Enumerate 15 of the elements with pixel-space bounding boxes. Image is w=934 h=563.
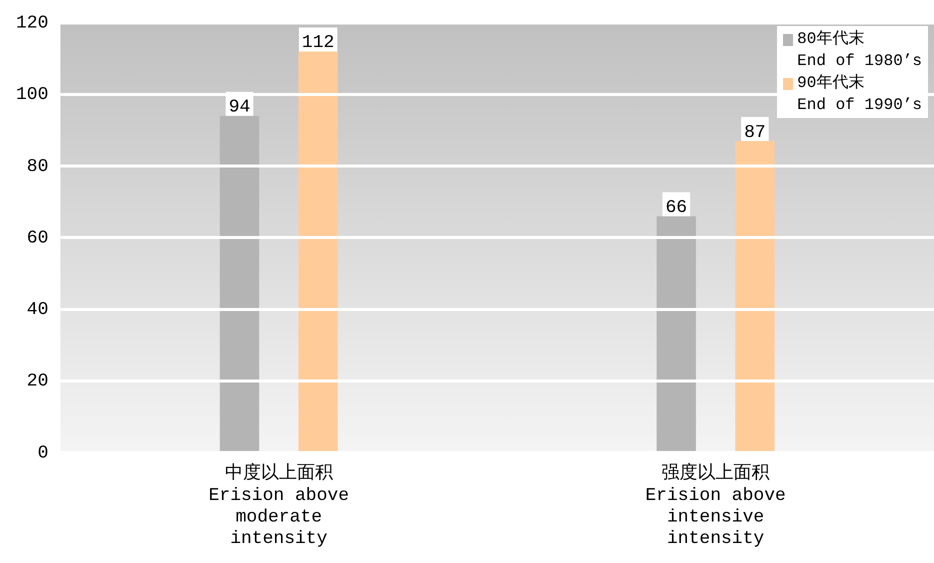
- y-tick-label: 120: [16, 14, 48, 34]
- x-tick-label: 强度以上面积 Erision above intensive intensity: [645, 462, 786, 549]
- y-tick-label: 0: [38, 443, 48, 464]
- data-label: 94: [228, 98, 250, 118]
- x-tick-label: 中度以上面积 Erision above moderate intensity: [208, 462, 350, 549]
- y-tick-label: 20: [26, 372, 48, 392]
- y-tick-label: 80: [26, 156, 48, 177]
- y-tick-label: 60: [26, 228, 48, 248]
- legend-label: 80年代末 End of 1980’s: [797, 28, 922, 72]
- data-label: 112: [302, 33, 334, 54]
- y-tick-label: 40: [26, 300, 48, 320]
- legend-label: 90年代末 End of 1990’s: [797, 72, 922, 116]
- y-tick-label: 100: [16, 85, 48, 106]
- data-label: 87: [744, 122, 766, 143]
- data-label: 66: [665, 198, 688, 218]
